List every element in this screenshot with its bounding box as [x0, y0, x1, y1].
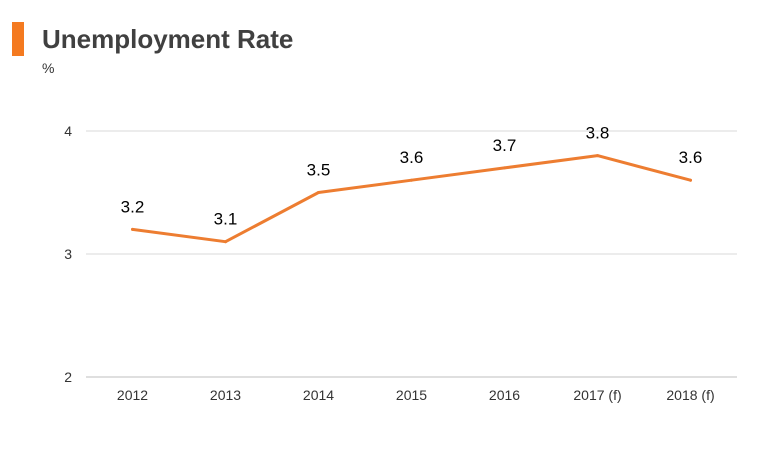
x-tick-label: 2015	[396, 387, 427, 403]
data-point	[224, 240, 227, 244]
x-tick-label: 2016	[489, 387, 520, 403]
data-point	[503, 166, 506, 170]
data-label: 3.1	[214, 210, 238, 229]
y-tick-label: 2	[64, 369, 72, 385]
title-accent-bar	[12, 22, 24, 56]
x-tick-label: 2017 (f)	[573, 387, 621, 403]
y-tick-label: 4	[64, 123, 72, 139]
data-point	[131, 227, 134, 231]
data-label: 3.6	[400, 148, 424, 167]
data-label: 3.6	[679, 148, 703, 167]
series-line	[131, 154, 692, 244]
data-point	[317, 191, 320, 194]
x-tick-label: 2018 (f)	[666, 387, 714, 403]
data-label: 3.2	[121, 197, 145, 216]
data-label: 3.5	[307, 161, 331, 180]
data-point	[596, 154, 599, 158]
unit-label: %	[42, 60, 55, 76]
y-tick-label: 3	[64, 246, 72, 262]
data-point	[689, 178, 692, 182]
x-tick-label: 2013	[210, 387, 241, 403]
data-point	[410, 178, 413, 182]
x-tick-label: 2012	[117, 387, 148, 403]
x-tick-label: 2014	[303, 387, 334, 403]
page-title: Unemployment Rate	[42, 24, 294, 54]
data-label: 3.7	[493, 136, 517, 155]
data-label: 3.8	[586, 124, 610, 143]
